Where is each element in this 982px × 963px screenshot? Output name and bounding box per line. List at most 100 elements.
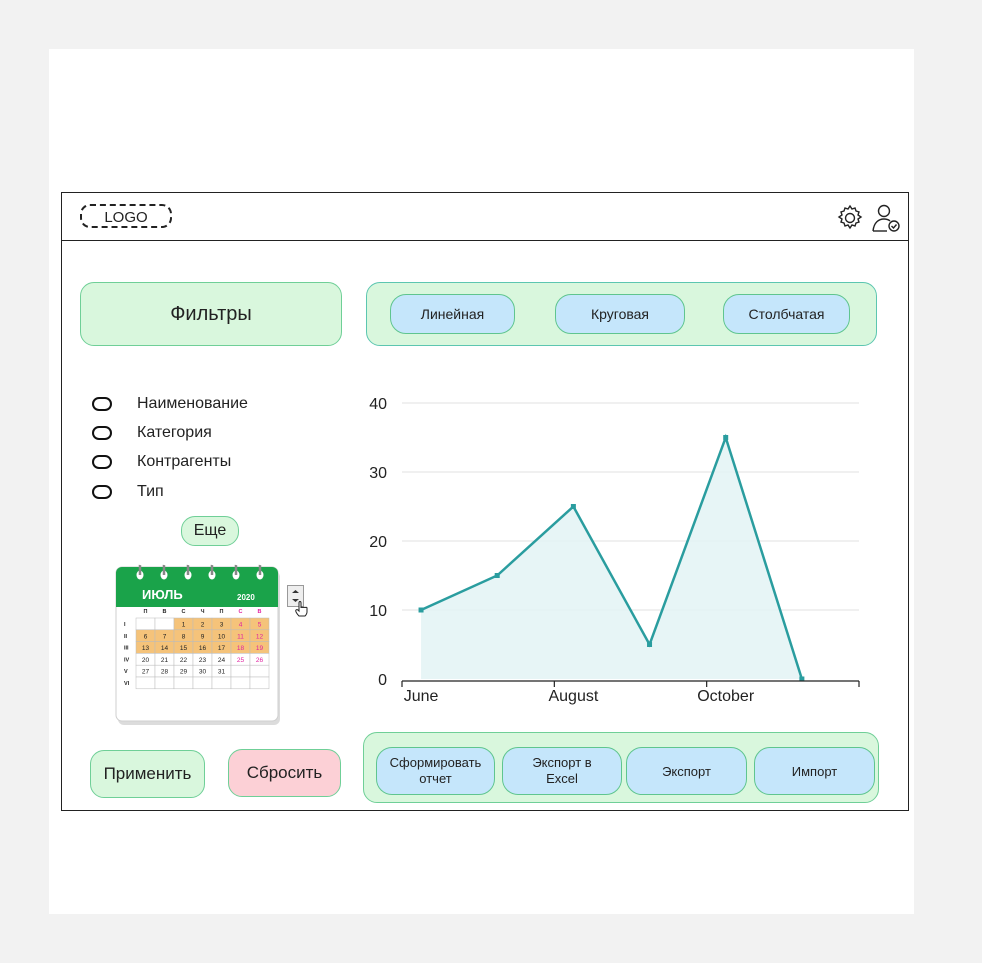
filters-title: Фильтры [170,302,252,325]
user-check-icon[interactable] [871,203,901,233]
calendar-day[interactable]: 9 [201,633,205,640]
chart-type-line-button[interactable]: Линейная [390,294,515,334]
export-excel-button[interactable]: Экспорт в Excel [502,747,622,795]
filter-option-counterparties[interactable]: Контрагенты [92,451,231,473]
calendar-week-number: III [124,646,129,652]
calendar-day-cell[interactable] [249,664,270,678]
calendar-day[interactable]: 21 [161,657,169,664]
import-button[interactable]: Импорт [754,747,875,795]
calendar-day[interactable]: 10 [218,633,226,640]
calendar-day[interactable]: 28 [161,669,169,676]
calendar-day[interactable]: 29 [180,669,188,676]
export-button[interactable]: Экспорт [626,747,747,795]
import-label: Импорт [791,763,838,779]
calendar-day[interactable]: 1 [182,622,186,629]
chart-x-axis: June August October [401,680,860,705]
chart-y-ticks: 0 10 20 30 40 [369,396,387,689]
chart-y-tick-label: 40 [369,396,387,413]
calendar-year: 2020 [237,593,255,602]
calendar-week-number: VI [124,681,130,687]
actions-panel: Сформировать отчет Экспорт в Excel Экспо… [363,732,879,803]
calendar-day[interactable]: 19 [256,645,264,652]
calendar-day[interactable]: 18 [237,645,245,652]
chart-y-tick-label: 30 [369,465,387,482]
generate-report-label-line1: Сформировать [389,755,482,770]
checkbox[interactable] [92,455,112,469]
calendar-weekday: С [239,609,243,615]
calendar-day[interactable]: 20 [142,657,150,664]
filter-option-category[interactable]: Категория [92,422,212,444]
calendar-day[interactable]: 27 [142,669,150,676]
calendar-day[interactable]: 25 [237,657,245,664]
apply-button[interactable]: Применить [90,750,205,798]
calendar-day[interactable]: 14 [161,645,169,652]
logo: LOGO [80,204,172,228]
calendar-day[interactable]: 3 [220,622,224,629]
calendar-day-cell[interactable] [249,676,270,690]
chart-type-pie-button[interactable]: Круговая [555,294,685,334]
calendar-day-cell[interactable] [154,617,175,631]
calendar-day[interactable]: 5 [258,622,262,629]
generate-report-label-line2: отчет [419,771,452,786]
calendar-weekday: С [182,609,186,615]
calendar-day[interactable]: 13 [142,645,150,652]
calendar-day[interactable]: 11 [237,633,244,640]
calendar-day-cell[interactable] [192,676,213,690]
checkbox[interactable] [92,485,112,499]
chart-points [418,435,805,682]
calendar-day[interactable]: 17 [218,645,226,652]
calendar-rings [136,564,264,580]
chart-point [418,607,424,613]
calendar-day[interactable]: 15 [180,645,188,652]
chart-area-fill [421,437,802,679]
more-filters-button[interactable]: Еще [181,516,239,546]
export-excel-label-line2: Excel [546,771,578,786]
calendar-day[interactable]: 23 [199,657,207,664]
calendar-day[interactable]: 12 [256,633,264,640]
calendar-day[interactable]: 24 [218,657,226,664]
filter-option-type[interactable]: Тип [92,481,164,503]
calendar-day[interactable]: 22 [180,657,188,664]
chart-type-bar-button[interactable]: Столбчатая [723,294,850,334]
calendar-day[interactable]: 16 [199,645,207,652]
calendar-day-cell[interactable] [230,664,251,678]
calendar-day[interactable]: 7 [163,633,167,640]
chart-point [799,676,805,682]
chart-y-tick-label: 0 [378,672,387,689]
calendar-day-cell[interactable] [135,617,156,631]
reset-button[interactable]: Сбросить [228,749,341,797]
generate-report-button[interactable]: Сформировать отчет [376,747,495,795]
calendar-day-cell[interactable] [135,676,156,690]
gear-icon[interactable] [835,203,865,233]
filter-option-label: Категория [137,424,212,441]
calendar-day[interactable]: 6 [144,633,148,640]
calendar-day[interactable]: 31 [218,669,226,676]
calendar-day[interactable]: 8 [182,633,186,640]
filter-option-name[interactable]: Наименование [92,393,248,415]
chart-type-line-label: Линейная [420,306,485,322]
chart-x-tick-label: August [548,688,598,705]
calendar-week-number: V [124,669,128,675]
calendar-day[interactable]: 2 [201,622,205,629]
calendar-day-cell[interactable] [211,676,232,690]
checkbox[interactable] [92,426,112,440]
calendar-day[interactable]: 30 [199,669,207,676]
filters-panel: Фильтры [80,282,342,346]
calendar-day-cell[interactable] [154,676,175,690]
calendar-day-cell[interactable] [230,676,251,690]
more-filters-label: Еще [193,522,227,539]
chart-point [570,504,576,509]
spinner-arrows-icon[interactable] [288,586,303,606]
calendar-day[interactable]: 26 [256,657,264,664]
chart-point [723,435,729,440]
chart-x-tick-label: June [404,688,439,705]
chart-type-panel: Линейная Круговая Столбчатая [366,282,877,346]
calendar-week-number: IV [124,657,130,663]
calendar-day[interactable]: 4 [239,622,243,629]
calendar-day-cell[interactable] [173,676,194,690]
export-excel-label-line1: Экспорт в [532,755,592,770]
checkbox[interactable] [92,397,112,411]
hand-cursor-icon [295,601,308,617]
